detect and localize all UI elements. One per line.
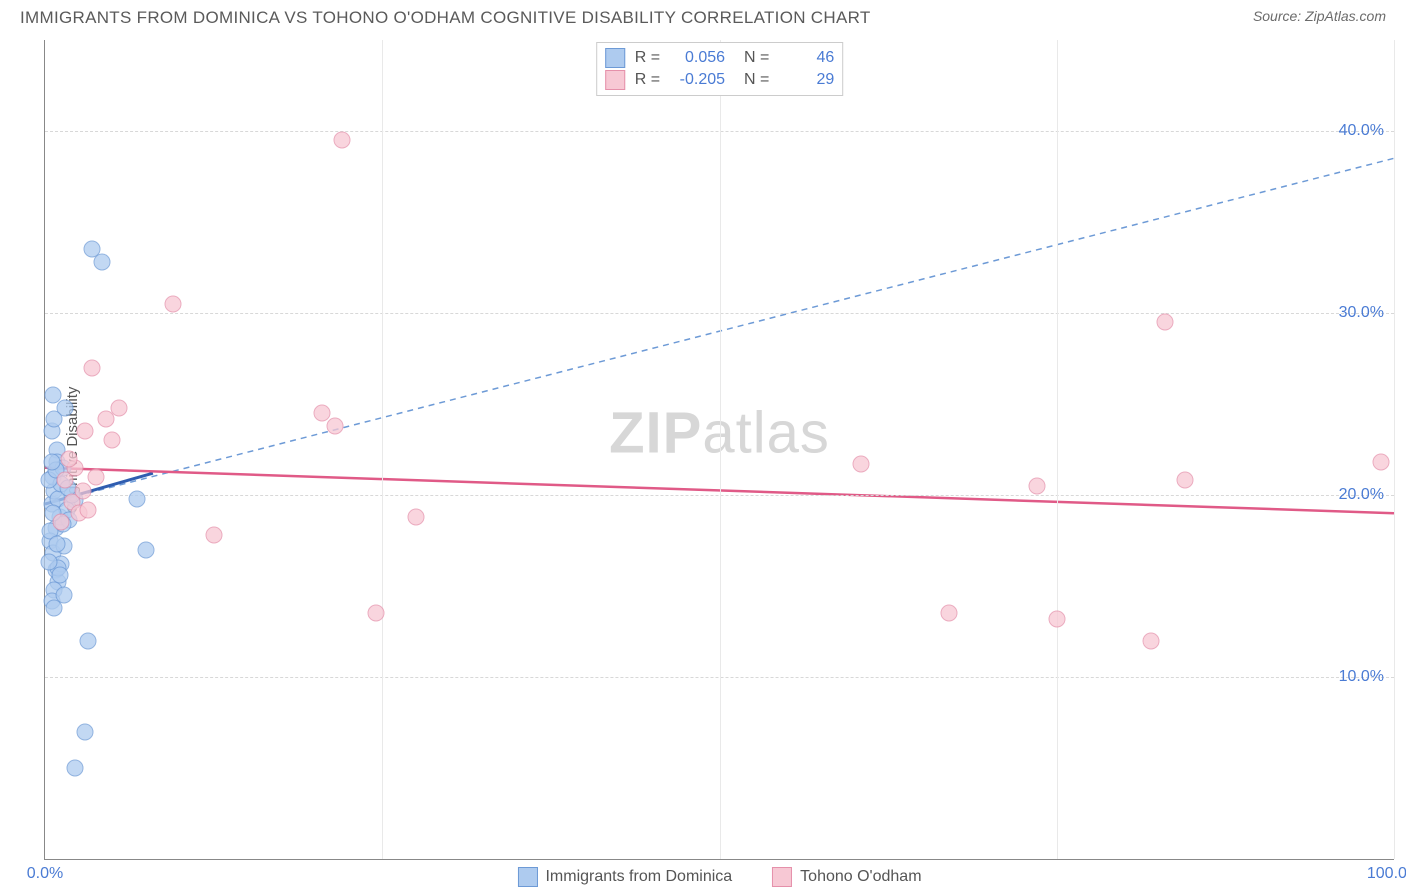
scatter-point: [66, 760, 83, 777]
legend-item-label: Immigrants from Dominica: [545, 868, 732, 886]
source-label: Source: ZipAtlas.com: [1253, 8, 1386, 24]
scatter-point: [111, 399, 128, 416]
scatter-point: [1176, 472, 1193, 489]
y-tick-label: 20.0%: [1339, 486, 1384, 504]
scatter-point: [49, 536, 66, 553]
scatter-point: [940, 605, 957, 622]
scatter-point: [43, 454, 60, 471]
grid-line-v: [382, 40, 383, 859]
scatter-point: [46, 410, 63, 427]
legend-item: Immigrants from Dominica: [517, 867, 732, 887]
scatter-point: [138, 541, 155, 558]
grid-line-v: [1057, 40, 1058, 859]
scatter-point: [104, 432, 121, 449]
scatter-point: [205, 527, 222, 544]
scatter-point: [1028, 477, 1045, 494]
scatter-point: [80, 632, 97, 649]
scatter-point: [93, 254, 110, 271]
legend-item: Tohono O'odham: [772, 867, 921, 887]
scatter-point: [84, 359, 101, 376]
legend-swatch: [605, 70, 625, 90]
scatter-point: [41, 554, 58, 571]
grid-line-v: [1394, 40, 1395, 859]
y-tick-label: 10.0%: [1339, 668, 1384, 686]
legend-swatch: [605, 48, 625, 68]
chart-title: IMMIGRANTS FROM DOMINICA VS TOHONO O'ODH…: [20, 8, 871, 28]
legend-swatch: [517, 867, 537, 887]
scatter-point: [333, 132, 350, 149]
scatter-point: [77, 423, 94, 440]
scatter-point: [853, 456, 870, 473]
scatter-point: [327, 417, 344, 434]
legend-r-value: 0.056: [670, 49, 725, 67]
legend-n-label: N =: [735, 71, 769, 89]
x-tick-label: 0.0%: [27, 865, 63, 883]
scatter-point: [407, 508, 424, 525]
x-tick-label: 100.0%: [1367, 865, 1406, 883]
scatter-point: [74, 483, 91, 500]
scatter-point: [1372, 454, 1389, 471]
chart-area: Cognitive Disability ZIPatlas 10.0%20.0%…: [44, 40, 1394, 860]
legend-bottom: Immigrants from Dominica Tohono O'odham: [517, 867, 921, 887]
scatter-point: [367, 605, 384, 622]
legend-top: R = 0.056 N = 46 R = -0.205 N = 29: [596, 42, 844, 96]
scatter-point: [128, 490, 145, 507]
scatter-point: [313, 405, 330, 422]
scatter-point: [1143, 632, 1160, 649]
legend-row: R = -0.205 N = 29: [605, 69, 835, 91]
legend-r-value: -0.205: [670, 71, 725, 89]
legend-r-label: R =: [635, 71, 660, 89]
y-tick-label: 40.0%: [1339, 122, 1384, 140]
y-tick-label: 30.0%: [1339, 304, 1384, 322]
scatter-point: [77, 723, 94, 740]
plot-area: ZIPatlas 10.0%20.0%30.0%40.0%0.0%100.0%R…: [45, 40, 1394, 859]
legend-n-value: 29: [779, 71, 834, 89]
scatter-point: [61, 450, 78, 467]
scatter-point: [1048, 610, 1065, 627]
legend-r-label: R =: [635, 49, 660, 67]
scatter-point: [53, 514, 70, 531]
scatter-point: [80, 501, 97, 518]
scatter-point: [1156, 314, 1173, 331]
scatter-point: [88, 468, 105, 485]
legend-row: R = 0.056 N = 46: [605, 47, 835, 69]
scatter-point: [165, 295, 182, 312]
legend-n-label: N =: [735, 49, 769, 67]
scatter-point: [46, 599, 63, 616]
grid-line-v: [720, 40, 721, 859]
legend-item-label: Tohono O'odham: [800, 868, 921, 886]
legend-swatch: [772, 867, 792, 887]
legend-n-value: 46: [779, 49, 834, 67]
